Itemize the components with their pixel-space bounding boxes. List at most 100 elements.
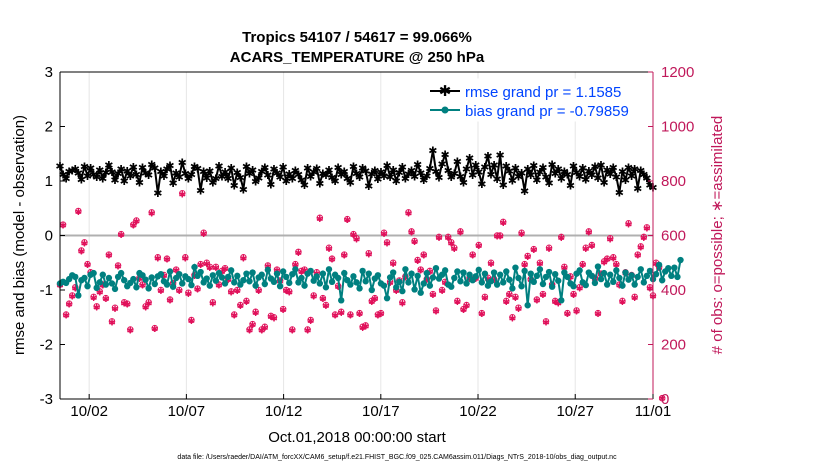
obs-assimilated-point: ✱ <box>325 244 333 254</box>
obs-possible-point <box>175 286 183 294</box>
rmse-point: ✱ <box>107 167 116 179</box>
bias-point <box>646 267 654 275</box>
bias-point <box>524 302 531 309</box>
obs-possible-point <box>304 326 311 333</box>
obs-possible-point <box>295 248 302 256</box>
rmse-point: ✱ <box>389 165 398 177</box>
obs-possible-point <box>286 288 293 295</box>
rmse-point: ✱ <box>208 177 217 189</box>
obs-possible-point <box>240 254 247 261</box>
obs-possible-point <box>301 266 308 273</box>
rmse-point: ✱ <box>162 164 171 176</box>
obs-assimilated-point: ✱ <box>417 266 425 276</box>
bias-point <box>176 270 183 278</box>
rmse-point: ✱ <box>431 166 440 178</box>
bias-point <box>460 269 467 276</box>
bias-point <box>548 283 556 290</box>
obs-possible-point <box>496 232 504 239</box>
obs-assimilated-point: ✱ <box>609 253 617 263</box>
obs-assimilated-point: ✱ <box>252 308 260 318</box>
obs-assimilated-point: ✱ <box>310 291 318 301</box>
obs-assimilated-point: ✱ <box>399 298 407 308</box>
obs-assimilated-point: ✱ <box>646 283 654 293</box>
obs-assimilated-point: ✱ <box>411 237 419 247</box>
rmse-point: ✱ <box>551 169 560 181</box>
bias-point <box>622 269 629 276</box>
obs-possible-point <box>166 296 174 303</box>
obs-assimilated-point: ✱ <box>594 309 602 319</box>
obs-possible-point <box>365 249 372 257</box>
rmse-point: ✱ <box>459 177 468 189</box>
obs-possible-point <box>371 294 379 302</box>
bias-point <box>570 282 577 290</box>
bias-point <box>518 282 525 290</box>
obs-possible-point <box>435 233 443 241</box>
bias-point <box>191 263 198 271</box>
rmse-point: ✱ <box>358 163 367 175</box>
rmse-point: ✱ <box>447 172 456 184</box>
rmse-point: ✱ <box>199 166 208 178</box>
rmse-point: ✱ <box>596 160 605 172</box>
obs-assimilated-point: ✱ <box>503 297 511 307</box>
obs-possible-point <box>81 239 88 246</box>
obs-possible-point <box>383 239 391 246</box>
obs-assimilated-point: ✱ <box>576 283 584 293</box>
bias-point <box>393 284 400 291</box>
obs-possible-point <box>328 255 336 262</box>
rmse-point: ✱ <box>477 179 486 191</box>
bias-point <box>249 269 256 276</box>
rmse-point: ✱ <box>303 163 312 175</box>
obs-possible-point <box>411 237 418 245</box>
bias-point <box>316 280 324 287</box>
obs-possible-point <box>414 256 421 264</box>
rmse-point: ✱ <box>627 171 636 183</box>
rmse-point: ✱ <box>80 161 89 173</box>
rmse-point: ✱ <box>224 173 233 185</box>
obs-assimilated-point: ✱ <box>353 234 361 244</box>
bias-point <box>530 278 537 286</box>
legend-bias-marker <box>441 106 449 114</box>
bias-point <box>359 267 366 275</box>
obs-possible-point <box>637 243 645 250</box>
bias-point <box>145 285 152 292</box>
obs-assimilated-point: ✱ <box>441 278 449 288</box>
obs-assimilated-point: ✱ <box>389 259 397 269</box>
obs-assimilated-point: ✱ <box>178 189 186 199</box>
bias-point <box>286 279 293 287</box>
obs-possible-point <box>377 309 385 317</box>
obs-possible-point <box>353 234 360 242</box>
obs-assimilated-point: ✱ <box>579 260 587 270</box>
bias-point <box>301 282 308 289</box>
rmse-point: ✱ <box>581 175 590 187</box>
bias-point <box>558 297 565 304</box>
obs-assimilated-point: ✱ <box>209 298 217 308</box>
rmse-point: ✱ <box>398 162 407 174</box>
rmse-point: ✱ <box>370 165 379 177</box>
obs-possible-point <box>185 289 192 296</box>
rmse-point: ✱ <box>624 163 633 175</box>
obs-possible-point <box>142 303 149 310</box>
obs-possible-point <box>564 309 571 317</box>
bias-point <box>564 273 571 281</box>
bias-point <box>72 273 79 281</box>
bias-point <box>509 285 516 292</box>
bias-point <box>448 283 455 290</box>
legend: ✱ rmse grand pr = 1.1585 bias grand pr =… <box>424 78 652 122</box>
obs-assimilated-point: ✱ <box>182 253 190 263</box>
obs-possible-point <box>515 304 522 311</box>
obs-assimilated-point: ✱ <box>487 259 495 269</box>
obs-assimilated-point: ✱ <box>148 208 156 218</box>
obs-assimilated-point: ✱ <box>588 241 596 251</box>
obs-assimilated-point: ✱ <box>292 260 300 270</box>
obs-assimilated-point: ✱ <box>163 255 171 265</box>
bias-point <box>111 285 119 293</box>
bias-point <box>594 263 602 270</box>
obs-possible-point <box>356 309 363 317</box>
rmse-point: ✱ <box>395 167 404 179</box>
bias-point <box>341 269 348 277</box>
bias-point <box>555 277 562 284</box>
y-tick-label: 3 <box>45 64 53 81</box>
obs-possible-point <box>325 244 333 252</box>
bias-point <box>163 281 171 288</box>
